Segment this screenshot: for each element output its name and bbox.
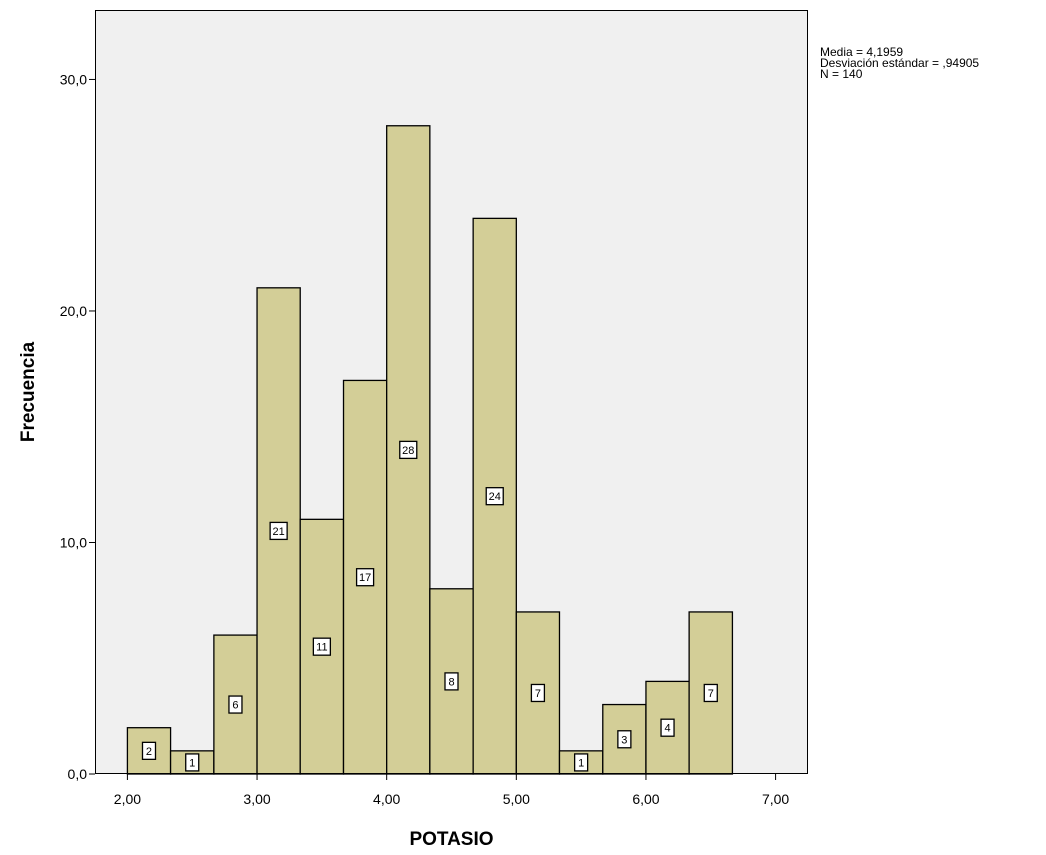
data-label-12: 3 <box>621 734 627 746</box>
y-axis-title: Frecuencia <box>18 341 39 442</box>
data-label-box-9 <box>485 487 504 506</box>
data-label-3: 6 <box>232 700 238 712</box>
data-label-box-5 <box>312 637 332 656</box>
data-label-box-8 <box>444 672 459 691</box>
data-label-6: 17 <box>359 572 371 584</box>
data-label-box-10 <box>530 683 546 703</box>
y-tick-label-3: 20,0 <box>60 303 87 319</box>
data-label-8: 8 <box>448 676 454 688</box>
data-label-box-14 <box>703 683 718 703</box>
x-axis-title: POTASIO <box>409 829 493 850</box>
data-label-box-2 <box>185 753 200 772</box>
data-label-box-11 <box>573 753 589 772</box>
x-tick-label-5: 6,00 <box>632 791 659 807</box>
data-label-4: 21 <box>273 526 285 538</box>
statistic-line-1: Media = 4,1959 <box>820 45 903 59</box>
data-label-box-1 <box>141 741 157 760</box>
data-label-2: 1 <box>189 757 195 769</box>
x-tick-label-6: 7,00 <box>762 791 789 807</box>
y-tick-label-2: 10,0 <box>60 534 87 550</box>
x-tick-label-2: 3,00 <box>243 791 270 807</box>
statistic-line-2: Desviación estándar = ,94905 <box>820 56 979 70</box>
y-tick-label-4: 30,0 <box>60 71 87 87</box>
y-tick-label-1: 0,0 <box>68 766 88 782</box>
data-label-box-4 <box>269 521 288 541</box>
data-label-box-13 <box>660 718 675 737</box>
data-label-box-7 <box>399 440 418 460</box>
x-tick-label-3: 4,00 <box>373 791 400 807</box>
data-label-11: 1 <box>578 757 584 769</box>
data-label-box-6 <box>355 568 375 587</box>
data-label-14: 7 <box>708 688 714 700</box>
data-label-1: 2 <box>146 746 152 758</box>
data-label-13: 4 <box>664 723 670 735</box>
x-tick-label-1: 2,00 <box>114 791 141 807</box>
data-label-box-12 <box>617 730 632 749</box>
y-axis: 0,0 10,0 20,0 30,0 <box>60 71 95 782</box>
x-tick-label-4: 5,00 <box>503 791 530 807</box>
statistic-line-3: N = 140 <box>820 67 863 81</box>
data-label-box-3 <box>228 695 243 714</box>
plot-frame <box>95 10 808 774</box>
data-label-9: 24 <box>489 491 501 503</box>
data-label-7: 28 <box>402 445 414 457</box>
data-label-10: 7 <box>535 688 541 700</box>
data-label-5: 11 <box>316 642 327 654</box>
x-axis: 2,00 3,00 4,00 5,00 6,00 7,00 <box>114 774 789 807</box>
